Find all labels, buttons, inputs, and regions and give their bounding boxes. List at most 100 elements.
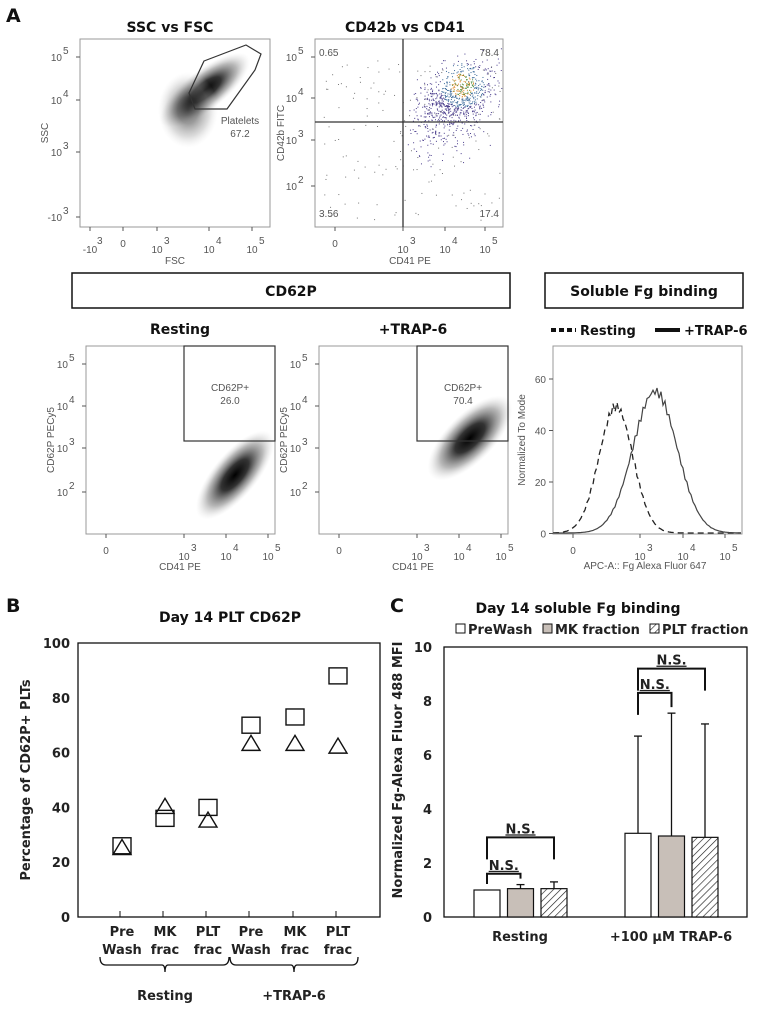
event-dot (466, 83, 468, 85)
event-dot (473, 61, 475, 63)
event-dot (473, 100, 475, 102)
event-dot (418, 125, 420, 127)
plot-title: SSC vs FSC (127, 20, 214, 36)
event-dot (468, 81, 470, 83)
event-dot (444, 97, 446, 99)
event-dot (494, 84, 496, 86)
event-dot (442, 153, 444, 155)
event-dot (483, 86, 485, 88)
event-dot (433, 103, 435, 105)
event-dot (452, 65, 454, 67)
event-dot (438, 106, 440, 108)
event-dot (410, 132, 412, 134)
event-dot (418, 103, 420, 105)
x-axis-label: APC-A:: Fg Alexa Fluor 647 (584, 561, 707, 572)
event-dot (464, 75, 466, 77)
event-dot (432, 102, 434, 104)
event-dot (446, 114, 448, 116)
tick-exponent: 4 (452, 236, 458, 247)
event-dot (435, 130, 437, 132)
event-dot (473, 71, 475, 73)
event-dot (471, 111, 473, 113)
event-dot (461, 89, 463, 91)
event-dot (465, 100, 467, 102)
event-dot (486, 73, 488, 75)
event-dot (500, 48, 502, 50)
event-dot (434, 116, 436, 118)
event-dot (475, 78, 477, 80)
tick-exponent: 3 (424, 543, 430, 554)
event-dot (425, 98, 427, 100)
event-dot (440, 103, 442, 105)
event-dot (447, 119, 449, 121)
density-cloud (195, 430, 275, 520)
plot-title: Resting (150, 322, 210, 338)
event-dot (483, 84, 485, 86)
event-dot (459, 105, 461, 107)
gate-value: 70.4 (453, 396, 473, 407)
event-dot (443, 141, 445, 143)
event-dot (499, 90, 501, 92)
event-dot (452, 134, 454, 136)
event-dot (326, 88, 328, 90)
event-dot (420, 146, 422, 148)
event-dot (487, 72, 489, 74)
event-dot (437, 120, 439, 122)
event-dot (424, 82, 426, 84)
event-dot (485, 69, 487, 71)
event-dot (487, 133, 489, 135)
event-dot (470, 106, 472, 108)
gate-name: CD62P+ (444, 383, 482, 394)
event-dot (475, 104, 477, 106)
event-dot (474, 87, 476, 89)
event-dot (467, 93, 469, 95)
significance-label: N.S. (656, 654, 686, 669)
event-dot (432, 98, 434, 100)
event-dot (458, 108, 460, 110)
event-dot (478, 85, 480, 87)
event-dot (445, 70, 447, 72)
event-dot (449, 116, 451, 118)
event-dot (445, 67, 447, 69)
event-dot (444, 143, 446, 145)
event-dot (461, 63, 463, 65)
event-dot (459, 90, 461, 92)
event-dot (462, 103, 464, 105)
event-dot (482, 69, 484, 71)
event-dot (413, 169, 415, 171)
y-tick-label: 0 (423, 911, 432, 926)
event-dot (440, 111, 442, 113)
event-dot (455, 107, 457, 109)
event-dot (416, 79, 418, 81)
event-dot (440, 95, 442, 97)
event-dot (429, 129, 431, 131)
event-dot (426, 84, 428, 86)
event-dot (472, 67, 474, 69)
event-dot (449, 123, 451, 125)
event-dot (468, 77, 470, 79)
event-dot (466, 116, 468, 118)
y-axis-label: Normalized Fg-Alexa Fluor 488 MFI (391, 641, 406, 898)
event-dot (449, 90, 451, 92)
event-dot (440, 103, 442, 105)
event-dot (463, 107, 465, 109)
event-dot (492, 111, 494, 113)
event-dot (414, 117, 416, 119)
cd62p-header: CD62P (265, 284, 317, 300)
event-dot (426, 99, 428, 101)
event-dot (469, 106, 471, 108)
event-dot (345, 86, 347, 88)
event-dot (431, 132, 433, 134)
gate-name: Platelets (221, 116, 259, 127)
event-dot (456, 75, 458, 77)
quadrant-lr: 17.4 (480, 209, 500, 220)
y-tick-label: 10 (286, 94, 298, 105)
event-dot (366, 115, 368, 117)
event-dot (383, 93, 385, 95)
event-dot (463, 113, 465, 115)
event-dot (470, 87, 472, 89)
event-dot (453, 110, 455, 112)
event-dot (451, 96, 453, 98)
event-dot (479, 95, 481, 97)
event-dot (447, 81, 449, 83)
